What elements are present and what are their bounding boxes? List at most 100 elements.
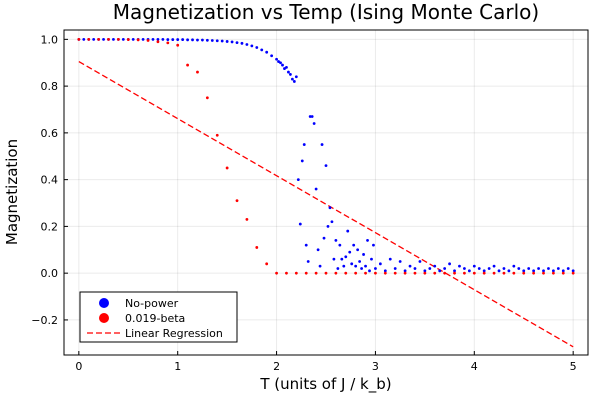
x-axis-title: T (units of J / k_b)	[259, 375, 391, 394]
data-point-series-1	[136, 38, 140, 42]
data-point-series-0	[308, 115, 312, 118]
legend-marker-beta	[99, 313, 109, 323]
data-point-series-1	[502, 271, 506, 275]
data-point-series-0	[171, 38, 175, 41]
data-point-series-1	[176, 43, 180, 47]
data-point-series-0	[393, 267, 397, 270]
data-point-series-0	[368, 269, 371, 273]
x-tick-label: 1	[174, 360, 181, 373]
data-point-series-1	[472, 271, 476, 275]
data-point-series-0	[403, 269, 407, 273]
data-point-series-0	[131, 37, 135, 41]
data-point-series-1	[551, 271, 555, 275]
data-point-series-0	[348, 250, 352, 254]
data-point-series-0	[527, 267, 531, 270]
data-point-series-0	[141, 37, 145, 41]
data-point-series-1	[87, 37, 91, 41]
data-point-series-0	[338, 243, 342, 247]
data-point-series-1	[245, 217, 249, 221]
data-point-series-1	[324, 271, 328, 275]
data-point-series-0	[306, 260, 310, 263]
data-point-series-1	[265, 262, 269, 266]
data-point-series-0	[320, 143, 324, 146]
x-tick-label: 2	[273, 360, 280, 373]
data-point-series-0	[383, 269, 387, 273]
data-point-series-1	[215, 133, 219, 137]
data-point-series-1	[492, 271, 496, 275]
data-point-series-1	[463, 271, 466, 275]
data-point-series-0	[532, 269, 536, 273]
data-point-series-0	[467, 269, 471, 273]
data-point-series-1	[116, 37, 120, 41]
plot-frame	[63, 29, 589, 356]
data-point-series-0	[566, 267, 570, 270]
data-point-series-0	[458, 264, 461, 268]
data-point-series-0	[561, 269, 565, 273]
data-point-series-0	[265, 50, 269, 54]
data-point-series-0	[438, 269, 442, 273]
data-point-series-1	[166, 41, 170, 45]
data-point-series-0	[176, 38, 180, 41]
data-point-series-0	[205, 38, 209, 42]
data-point-series-0	[235, 41, 239, 45]
data-point-series-0	[542, 269, 545, 273]
data-point-series-0	[398, 260, 402, 263]
data-point-series-1	[403, 271, 407, 275]
data-point-series-0	[423, 269, 427, 273]
data-point-series-0	[201, 38, 204, 42]
data-point-series-0	[482, 269, 486, 273]
data-point-series-0	[215, 39, 219, 43]
data-point-series-0	[316, 248, 320, 252]
regression-line	[78, 61, 574, 348]
data-point-series-0	[413, 267, 417, 270]
data-point-series-0	[230, 40, 234, 44]
data-point-series-0	[181, 38, 185, 41]
data-point-series-1	[314, 271, 318, 275]
data-point-series-0	[289, 73, 292, 76]
data-point-series-0	[428, 267, 432, 270]
data-point-series-1	[196, 70, 199, 74]
data-point-series-0	[82, 37, 86, 41]
y-tick-label: 0.6	[41, 127, 59, 140]
data-point-series-0	[551, 269, 555, 273]
data-point-series-1	[374, 271, 377, 275]
data-point-series-0	[372, 243, 375, 247]
data-point-series-0	[191, 38, 194, 42]
legend-label-regression: Linear Regression	[125, 327, 223, 340]
data-point-series-0	[388, 257, 392, 261]
data-point-series-0	[318, 264, 322, 268]
legend-label-beta: 0.019-beta	[125, 312, 185, 325]
x-tick-label: 0	[75, 360, 82, 373]
y-tick-label: 0.2	[41, 220, 59, 233]
data-point-series-0	[487, 267, 491, 270]
data-point-series-0	[364, 264, 367, 268]
data-point-series-1	[364, 271, 367, 275]
data-point-series-0	[281, 63, 284, 67]
data-point-series-0	[463, 267, 466, 270]
data-point-series-0	[112, 37, 115, 41]
y-axis-title: Magnetization	[3, 139, 21, 245]
data-point-series-0	[472, 264, 476, 268]
data-point-series-0	[270, 54, 274, 58]
data-point-series-0	[294, 75, 298, 79]
data-point-series-0	[344, 255, 348, 259]
x-tick-label: 3	[372, 360, 379, 373]
data-point-series-0	[290, 77, 294, 81]
data-point-series-0	[448, 262, 451, 266]
data-point-series-1	[255, 246, 259, 249]
data-point-series-1	[304, 271, 308, 275]
data-point-series-0	[342, 264, 346, 268]
data-point-series-0	[298, 222, 302, 226]
axis-ticks: 0 1 2 3 4 5 −0.2 0.0 0.2 0.4 0.6 0.8 1.0	[31, 33, 576, 373]
data-point-series-0	[512, 264, 516, 268]
data-point-series-0	[517, 267, 521, 270]
data-point-series-0	[310, 115, 314, 118]
chart-title: Magnetization vs Temp (Ising Monte Carlo…	[113, 0, 539, 24]
data-point-series-0	[322, 236, 326, 240]
data-point-series-1	[413, 271, 417, 275]
data-point-series-0	[292, 80, 296, 83]
data-point-series-1	[156, 40, 160, 44]
data-point-series-1	[532, 271, 536, 275]
data-point-series-0	[352, 243, 356, 247]
data-point-series-0	[161, 37, 165, 41]
